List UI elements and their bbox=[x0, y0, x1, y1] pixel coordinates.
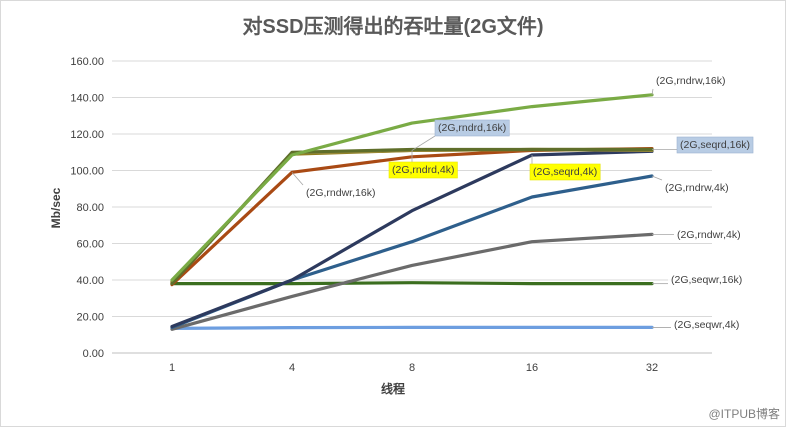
y-tick-label: 160.00 bbox=[70, 56, 104, 68]
y-tick-label: 40.00 bbox=[76, 275, 104, 287]
callout-box bbox=[303, 185, 379, 201]
callout-label: (2G,rndwr,16k) bbox=[306, 187, 375, 199]
callout-label: (2G,seqrd,4k) bbox=[533, 166, 597, 178]
callout-label: (2G,seqrd,16k) bbox=[680, 139, 750, 151]
y-tick-label: 60.00 bbox=[76, 239, 104, 251]
callout-label: (2G,seqwr,16k) bbox=[671, 274, 742, 286]
y-tick-label: 100.00 bbox=[70, 166, 104, 178]
y-tick-label: 80.00 bbox=[76, 202, 104, 214]
y-tick-label: 20.00 bbox=[76, 312, 104, 324]
callout-label: (2G,rndrd,16k) bbox=[438, 122, 506, 134]
x-tick-label: 8 bbox=[409, 362, 415, 374]
series-line bbox=[170, 149, 654, 329]
y-axis-title: Mb/sec bbox=[49, 187, 63, 228]
callout-label: (2G,rndwr,4k) bbox=[677, 229, 741, 241]
chart-title: 对SSD压测得出的吞吐量(2G文件) bbox=[242, 14, 543, 38]
x-axis-title: 线程 bbox=[381, 381, 405, 396]
callout-box bbox=[434, 119, 510, 137]
callout-box bbox=[671, 317, 743, 333]
callout-box bbox=[662, 180, 732, 196]
series-line bbox=[170, 232, 654, 331]
y-axis-ticks: 0.00 20.00 40.00 60.00 80.00 100.00 120.00 140.… bbox=[70, 56, 104, 360]
callout-box bbox=[529, 163, 601, 181]
x-tick-label: 1 bbox=[169, 362, 175, 374]
callout-label: (2G,rndrw,4k) bbox=[665, 182, 729, 194]
watermark: @ITPUB博客 bbox=[708, 406, 780, 421]
series-line bbox=[170, 93, 654, 282]
y-tick-label: 0.00 bbox=[83, 348, 104, 360]
series-line bbox=[170, 325, 654, 330]
callout-box bbox=[653, 73, 729, 89]
callout-label: (2G,rndrd,4k) bbox=[392, 164, 454, 176]
callout-box bbox=[668, 272, 746, 288]
callout-box bbox=[388, 161, 458, 179]
data-callouts: (2G,rndrw,16k) (2G,rndrd,16k) (2G,seqrd,16… bbox=[291, 73, 754, 333]
callout-leader bbox=[651, 175, 663, 181]
series-lines bbox=[170, 93, 654, 331]
callout-leader bbox=[291, 172, 304, 186]
x-axis-ticks: 1 4 8 16 32 bbox=[169, 362, 658, 374]
callout-box bbox=[676, 136, 754, 154]
y-tick-label: 120.00 bbox=[70, 129, 104, 141]
y-tick-label: 140.00 bbox=[70, 93, 104, 105]
series-line bbox=[170, 281, 654, 286]
callout-leader bbox=[651, 88, 654, 95]
callout-label: (2G,seqwr,4k) bbox=[674, 319, 739, 331]
callout-leader bbox=[411, 135, 436, 151]
x-tick-label: 4 bbox=[289, 362, 295, 374]
x-tick-label: 32 bbox=[646, 362, 658, 374]
x-tick-label: 16 bbox=[526, 362, 538, 374]
callout-box bbox=[674, 227, 744, 243]
callout-label: (2G,rndrw,16k) bbox=[656, 75, 725, 87]
